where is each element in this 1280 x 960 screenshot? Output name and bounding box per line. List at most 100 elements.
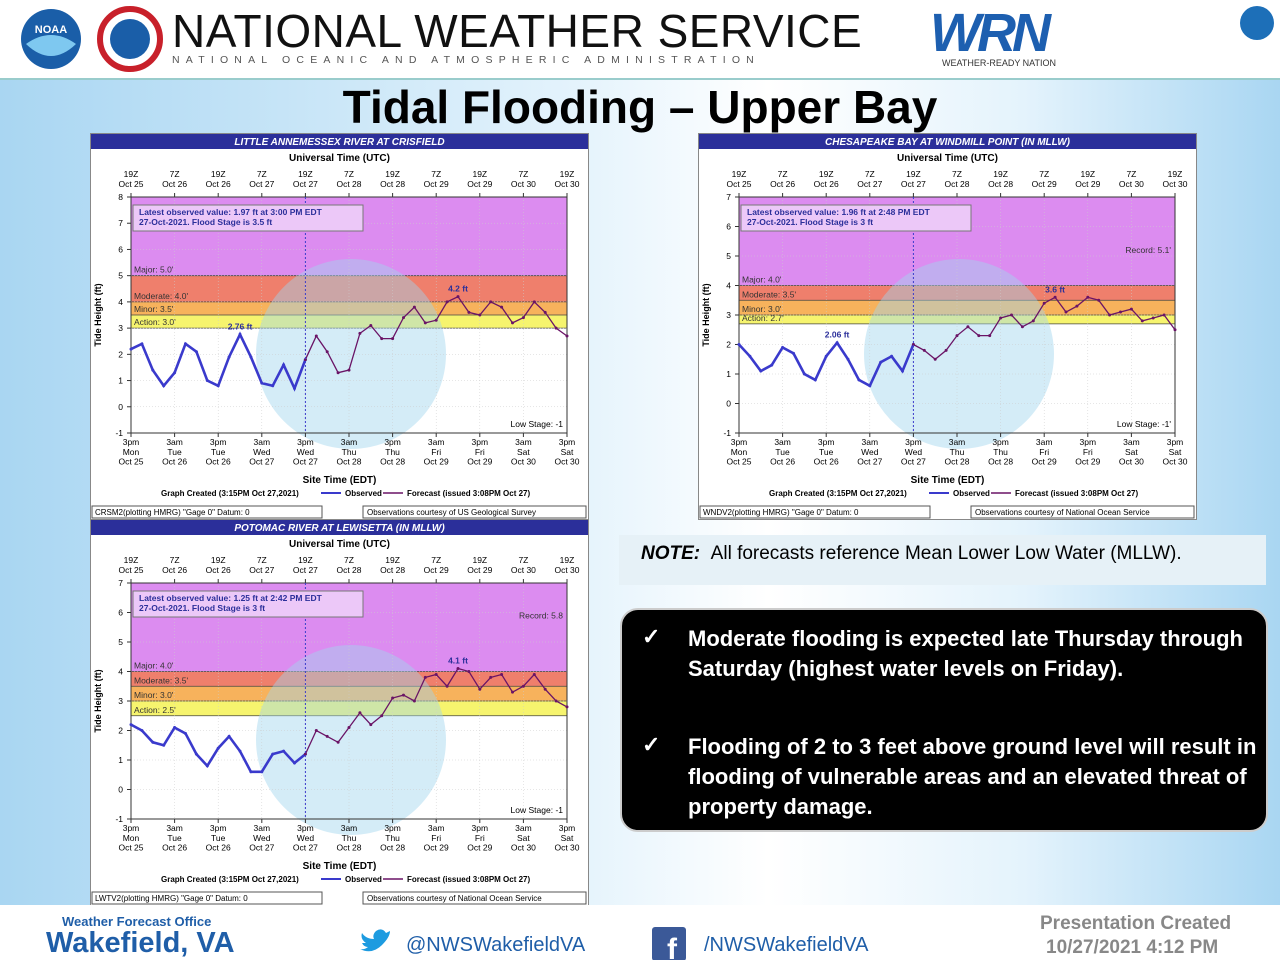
x2-tick-label: 7Z Oct 27: [249, 555, 274, 575]
x2-tick-label: 19Z Oct 30: [554, 555, 579, 575]
x-tick-label: 3pm Wed Oct 27: [293, 823, 318, 853]
x2-tick-label: 19Z Oct 26: [206, 169, 231, 189]
check-icon: ✓: [642, 732, 661, 757]
series-point: [369, 723, 373, 727]
stage-label: Action: 2.7': [742, 313, 784, 323]
peak-label: 2.06 ft: [825, 330, 850, 340]
series-point: [129, 723, 133, 727]
series-point: [434, 672, 438, 676]
header-subtitle: NATIONAL OCEANIC AND ATMOSPHERIC ADMINIS…: [172, 54, 760, 66]
x-tick-label: 3pm Thu Oct 28: [380, 437, 405, 467]
series-point: [194, 350, 198, 354]
series-point: [184, 342, 187, 346]
nws-center: [110, 19, 150, 59]
info-box: [91, 891, 323, 905]
header: NOAA NATIONAL WEATHER SERVICE NATIONAL O…: [0, 0, 1280, 80]
series-point: [402, 693, 405, 697]
series-point: [1162, 313, 1166, 317]
series-point: [423, 321, 427, 325]
noaa-wave: [26, 35, 76, 56]
series-point: [478, 687, 482, 691]
y-tick-label: 3: [118, 696, 123, 706]
info-right: Observations courtesy of National Ocean …: [367, 894, 542, 903]
series-point: [205, 764, 209, 768]
stage-band: [739, 315, 1175, 324]
series-point: [911, 343, 915, 346]
series-point: [511, 690, 514, 694]
series-point: [511, 321, 514, 325]
x2-tick-label: 19Z Oct 28: [380, 555, 405, 575]
chart-title-bar: [699, 134, 1196, 149]
info-box: [970, 505, 1195, 519]
series-point: [1108, 313, 1112, 317]
series-point: [445, 684, 449, 688]
series-point: [1075, 304, 1079, 308]
facebook-handle: /NWSWakefieldVA: [704, 934, 869, 956]
y-tick-label: 6: [726, 222, 731, 232]
info-right: Observations courtesy of National Ocean …: [975, 508, 1150, 517]
graph-created: Graph Created (3:15PM Oct 27,2021): [161, 875, 299, 884]
series-point: [802, 372, 806, 376]
series-point: [944, 348, 948, 352]
series-point: [434, 318, 438, 322]
series-point: [933, 357, 937, 361]
y-tick-label: 5: [118, 271, 123, 281]
x2-tick-label: 19Z Oct 26: [814, 169, 839, 189]
latest-box: [740, 204, 972, 232]
series-point: [238, 332, 242, 336]
x-tick-label: 3am Sat Oct 30: [511, 437, 536, 467]
series-point: [282, 749, 286, 753]
series-point: [835, 341, 839, 345]
info-box: [699, 505, 931, 519]
y-axis-title: Tide Height (ft): [93, 669, 103, 732]
x2-tick-label: 19Z Oct 27: [293, 555, 318, 575]
x2-tick-label: 19Z Oct 26: [206, 555, 231, 575]
chart: POTOMAC RIVER AT LEWISETTA (IN MLLW) Univ…: [91, 520, 588, 905]
twitter-handle: @NWSWakefieldVA: [406, 934, 586, 956]
y-tick-label: 2: [118, 349, 123, 359]
series-point: [467, 310, 471, 314]
x-axis-title: Site Time (EDT): [911, 475, 985, 486]
y-tick-label: 3: [118, 323, 123, 333]
series-point: [478, 313, 482, 317]
series-point: [249, 355, 253, 359]
series-point: [554, 326, 558, 330]
series-point: [792, 351, 795, 355]
x-tick-label: 3pm Mon Oct 25: [118, 437, 143, 467]
series-point: [1086, 295, 1090, 299]
twitter-icon: [360, 929, 390, 952]
latest-observed: 27-Oct-2021. Flood Stage is 3.5 ft: [139, 217, 272, 227]
series-point: [314, 729, 318, 732]
x2-tick-label: 7Z Oct 28: [336, 169, 361, 189]
series-point: [412, 699, 416, 703]
x2-tick-label: 19Z Oct 25: [118, 555, 143, 575]
series-point: [1042, 301, 1046, 305]
x2-tick-label: 19Z Oct 25: [726, 169, 751, 189]
stage-band: [739, 285, 1175, 301]
series-point: [977, 334, 981, 338]
x-tick-label: 3am Sat Oct 30: [1119, 437, 1144, 467]
info-left: CRSM2(plotting HMRG) "Gage 0" Datum: 0: [95, 508, 250, 517]
series-point: [151, 740, 155, 744]
y-tick-label: 8: [118, 192, 123, 202]
x2-tick-label: 7Z Oct 27: [857, 169, 882, 189]
series-point: [129, 347, 133, 351]
facebook-f: f: [667, 933, 678, 960]
series-point: [532, 300, 536, 304]
stage-label: Minor: 3.0': [134, 690, 174, 700]
legend-entry: Forecast (issued 3:08PM Oct 27): [407, 489, 530, 498]
series-point: [781, 345, 785, 349]
series-point: [194, 752, 198, 756]
x2-axis-title: Universal Time (UTC): [289, 153, 390, 164]
x2-tick-label: 19Z Oct 30: [554, 169, 579, 189]
x-tick-label: 3am Fri Oct 29: [424, 823, 449, 853]
created-label: Presentation Created: [1040, 913, 1232, 934]
series-point: [391, 696, 395, 700]
office-name: Wakefield, VA: [46, 927, 235, 959]
series-point: [325, 350, 329, 354]
y-axis-title: Tide Height (ft): [701, 283, 711, 346]
info-left: WNDV2(plotting HMRG) "Gage 0" Datum: 0: [703, 508, 859, 517]
series-point: [1010, 313, 1013, 317]
series-point: [238, 749, 242, 753]
series-point: [966, 325, 970, 329]
